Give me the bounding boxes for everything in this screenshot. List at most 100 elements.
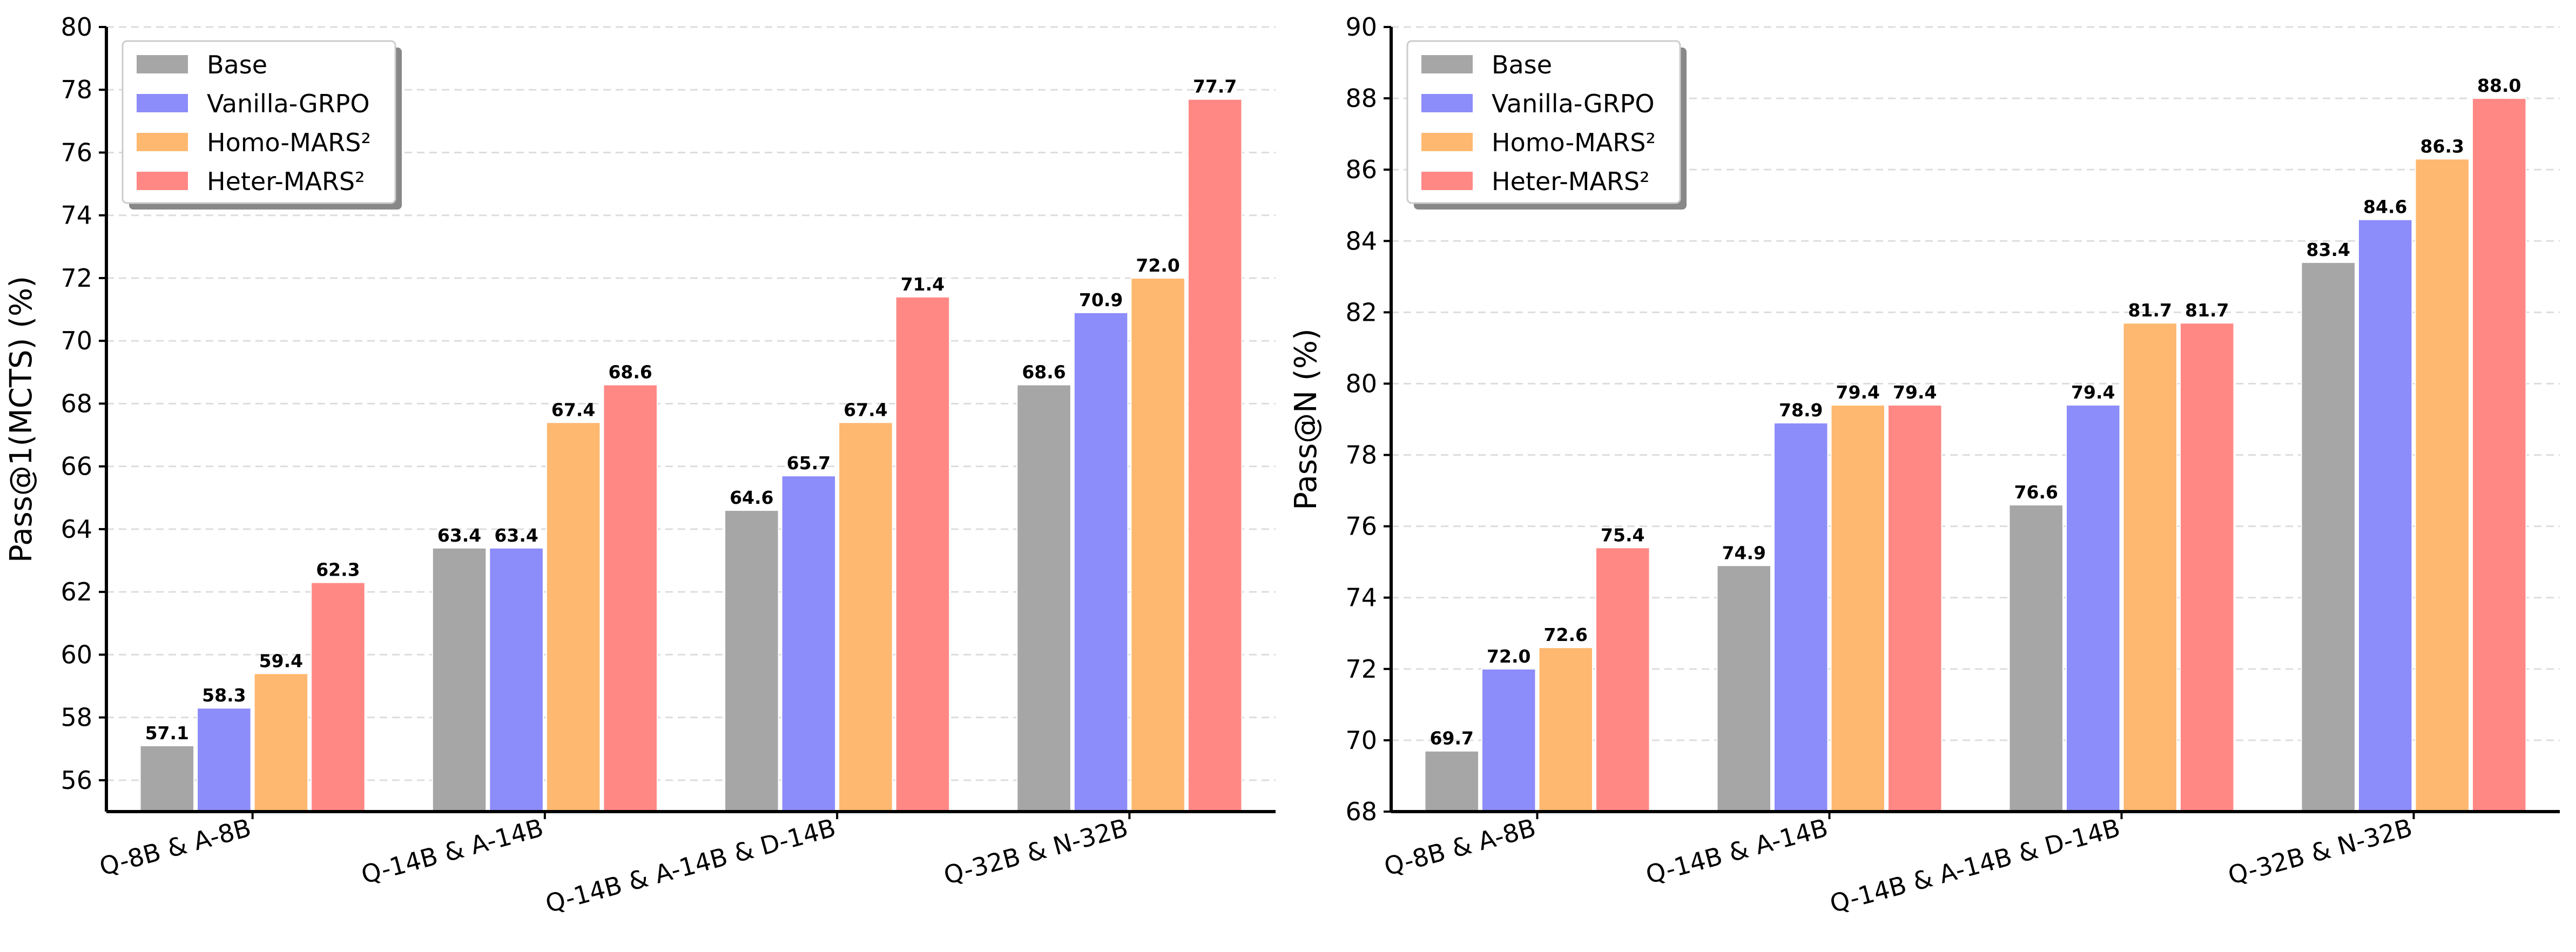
y-tick-label: 70 xyxy=(60,326,92,355)
data-label: 64.6 xyxy=(730,487,773,508)
data-label: 88.0 xyxy=(2477,75,2521,96)
data-label: 67.4 xyxy=(551,399,595,420)
bar-homo-mars- xyxy=(2122,322,2177,812)
y-tick-label: 66 xyxy=(60,452,92,481)
data-label: 68.6 xyxy=(1022,362,1066,383)
bar-base xyxy=(1016,384,1071,812)
bar-base xyxy=(431,547,487,812)
bar-homo-mars- xyxy=(1538,647,1593,812)
bar-heter-mars- xyxy=(311,582,366,812)
legend-box xyxy=(122,40,396,204)
legend-label: Base xyxy=(207,50,267,79)
y-tick-label: 68 xyxy=(1345,797,1377,826)
bar-vanilla-grpo xyxy=(781,475,837,812)
y-tick-label: 90 xyxy=(1345,12,1377,42)
legend-swatch xyxy=(1421,133,1473,151)
legend: Base Vanilla-GRPO Homo-MARS² Heter-MARS² xyxy=(122,40,402,210)
y-tick-label: 64 xyxy=(60,515,92,544)
y-tick-label: 56 xyxy=(60,766,92,795)
bar-vanilla-grpo xyxy=(1073,312,1129,812)
chart-panel-2: 68 70 72 74 76 78 80 82 84 86 88 90 69.7 72.0 72.6 75.4… xyxy=(1289,12,2560,919)
data-label: 83.4 xyxy=(2307,239,2350,260)
y-tick-label: 80 xyxy=(60,12,92,42)
data-label: 79.4 xyxy=(1893,382,1937,403)
data-label: 79.4 xyxy=(2071,382,2115,403)
bar-heter-mars- xyxy=(2179,322,2235,812)
y-tick-label: 70 xyxy=(1345,726,1377,755)
y-tick-label: 76 xyxy=(60,138,92,167)
x-tick-label: Q-14B & A-14B & D-14B xyxy=(542,813,839,918)
bar-homo-mars- xyxy=(2415,158,2470,813)
y-tick-label: 78 xyxy=(1345,441,1377,470)
data-label: 77.7 xyxy=(1193,76,1237,97)
data-label: 68.6 xyxy=(608,362,652,383)
bar-heter-mars- xyxy=(2471,98,2527,812)
bar-vanilla-grpo xyxy=(2066,404,2121,812)
y-axis-label: Pass@N (%) xyxy=(1289,328,1324,510)
data-label: 81.7 xyxy=(2128,300,2172,321)
legend-box xyxy=(1406,40,1681,204)
legend-swatch xyxy=(137,133,188,151)
y-tick-label: 72 xyxy=(1345,654,1377,684)
data-label: 75.4 xyxy=(1601,524,1644,545)
y-tick-label: 76 xyxy=(1345,512,1377,541)
bar-vanilla-grpo xyxy=(1481,668,1536,813)
bar-homo-mars- xyxy=(545,422,601,812)
legend: Base Vanilla-GRPO Homo-MARS² Heter-MARS² xyxy=(1406,40,1687,210)
bar-base xyxy=(1716,565,1772,812)
legend-label: Homo-MARS² xyxy=(207,128,371,157)
x-tick-label: Q-8B & A-8B xyxy=(1381,813,1539,881)
data-label: 72.6 xyxy=(1544,624,1588,645)
legend-label: Heter-MARS² xyxy=(207,167,365,196)
y-tick-label: 74 xyxy=(60,201,92,230)
bar-base xyxy=(2301,261,2356,812)
bar-base xyxy=(139,745,195,812)
y-tick-label: 72 xyxy=(60,264,92,293)
data-label: 59.4 xyxy=(259,650,303,671)
legend-swatch xyxy=(137,94,188,112)
data-label: 67.4 xyxy=(844,399,887,420)
bar-homo-mars- xyxy=(1830,404,1885,812)
x-tick-label: Q-8B & A-8B xyxy=(96,813,254,881)
legend-label: Base xyxy=(1492,50,1552,79)
y-tick-label: 80 xyxy=(1345,369,1377,398)
legend-swatch xyxy=(137,172,188,190)
chart-panel-1: 56 58 60 62 64 66 68 70 72 74 76 78 80 57.1 58.3 59.4 62… xyxy=(4,12,1276,919)
y-tick-label: 68 xyxy=(60,389,92,418)
x-tick-label: Q-32B & N-32B xyxy=(941,813,1131,890)
bar-vanilla-grpo xyxy=(489,547,544,812)
bar-heter-mars- xyxy=(603,384,658,812)
data-label: 74.9 xyxy=(1722,542,1766,563)
y-tick-label: 84 xyxy=(1345,226,1377,255)
bar-heter-mars- xyxy=(1887,404,1943,812)
legend-label: Vanilla-GRPO xyxy=(1492,89,1655,118)
data-label: 86.3 xyxy=(2420,136,2464,157)
data-label: 63.4 xyxy=(494,525,538,546)
x-tick-label: Q-14B & A-14B xyxy=(358,813,547,889)
y-axis-label: Pass@1(MCTS) (%) xyxy=(4,276,39,563)
data-label: 78.9 xyxy=(1779,400,1823,421)
bar-base xyxy=(1424,750,1480,813)
bar-vanilla-grpo xyxy=(1773,422,1829,812)
y-tick-label: 78 xyxy=(60,75,92,104)
legend-swatch xyxy=(1421,55,1473,73)
data-label: 76.6 xyxy=(2014,482,2058,503)
data-label: 81.7 xyxy=(2185,300,2229,321)
y-tick-label: 58 xyxy=(60,703,92,732)
legend-label: Heter-MARS² xyxy=(1492,167,1650,196)
data-label: 72.0 xyxy=(1136,255,1179,276)
y-tick-label: 62 xyxy=(60,577,92,606)
bar-homo-mars- xyxy=(253,673,309,812)
legend-label: Homo-MARS² xyxy=(1492,128,1656,157)
y-tick-label: 86 xyxy=(1345,155,1377,184)
legend-swatch xyxy=(1421,94,1473,112)
legend-swatch xyxy=(137,55,188,73)
bar-homo-mars- xyxy=(838,422,893,812)
data-label: 57.1 xyxy=(145,723,189,744)
data-label: 65.7 xyxy=(787,453,831,474)
y-tick-label: 88 xyxy=(1345,84,1377,113)
bar-heter-mars- xyxy=(1595,547,1650,812)
data-label: 84.6 xyxy=(2363,197,2407,218)
bar-base xyxy=(2008,504,2064,812)
